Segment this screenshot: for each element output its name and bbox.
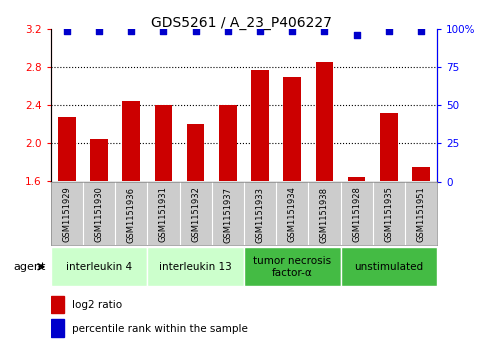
Text: GSM1151951: GSM1151951 <box>416 187 426 242</box>
Text: GSM1151938: GSM1151938 <box>320 187 329 242</box>
Bar <box>90 139 108 182</box>
Text: GSM1151928: GSM1151928 <box>352 187 361 242</box>
Text: unstimulated: unstimulated <box>354 262 424 272</box>
Point <box>224 28 232 33</box>
Text: interleukin 4: interleukin 4 <box>66 262 132 272</box>
Point <box>385 28 393 33</box>
Point <box>288 28 296 33</box>
FancyBboxPatch shape <box>147 247 244 286</box>
Text: GSM1151930: GSM1151930 <box>95 187 103 242</box>
Text: log2 ratio: log2 ratio <box>72 300 122 310</box>
Point <box>192 28 199 33</box>
Bar <box>51 319 64 337</box>
Bar <box>51 295 64 313</box>
Text: GSM1151933: GSM1151933 <box>256 187 265 242</box>
Bar <box>122 101 140 182</box>
Text: percentile rank within the sample: percentile rank within the sample <box>72 323 248 334</box>
Text: tumor necrosis
factor-α: tumor necrosis factor-α <box>253 256 331 278</box>
FancyBboxPatch shape <box>244 247 341 286</box>
Bar <box>155 105 172 182</box>
Point <box>353 32 360 38</box>
Point <box>256 28 264 33</box>
Text: GSM1151936: GSM1151936 <box>127 187 136 242</box>
Bar <box>251 70 269 182</box>
Point <box>159 28 167 33</box>
Text: GSM1151929: GSM1151929 <box>62 187 71 242</box>
Point <box>95 28 103 33</box>
Text: GSM1151932: GSM1151932 <box>191 187 200 242</box>
Bar <box>315 62 333 182</box>
Text: interleukin 13: interleukin 13 <box>159 262 232 272</box>
Bar <box>58 117 76 182</box>
FancyBboxPatch shape <box>341 247 437 286</box>
Point <box>321 28 328 33</box>
Point <box>128 28 135 33</box>
Point <box>417 28 425 33</box>
Bar <box>187 124 204 182</box>
Bar <box>380 113 398 182</box>
Text: GSM1151937: GSM1151937 <box>223 187 232 242</box>
Text: agent: agent <box>14 262 46 272</box>
Text: GSM1151935: GSM1151935 <box>384 187 393 242</box>
Bar <box>412 167 430 182</box>
Bar <box>284 77 301 182</box>
Text: GSM1151931: GSM1151931 <box>159 187 168 242</box>
Bar <box>219 105 237 182</box>
Point <box>63 28 71 33</box>
Text: GSM1151934: GSM1151934 <box>288 187 297 242</box>
Bar <box>348 177 366 182</box>
FancyBboxPatch shape <box>51 247 147 286</box>
Text: GDS5261 / A_23_P406227: GDS5261 / A_23_P406227 <box>151 16 332 30</box>
